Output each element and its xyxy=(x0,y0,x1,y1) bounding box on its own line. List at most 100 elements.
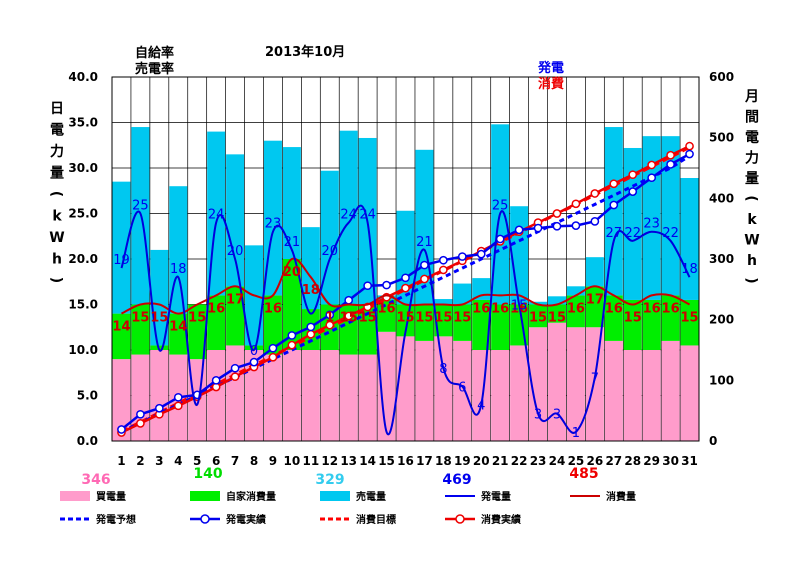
legend-swatch xyxy=(60,491,90,501)
consumption-actual-marker xyxy=(647,160,657,170)
purchase-bar xyxy=(263,354,282,441)
purchase-bar xyxy=(661,340,680,441)
consumption-data-label: 15 xyxy=(548,311,566,326)
x-tick-label: 14 xyxy=(359,454,376,468)
generation-actual-marker xyxy=(325,310,335,320)
left-axis-char: ) xyxy=(48,277,64,283)
purchase-bar xyxy=(491,350,510,441)
legend-label: 消費目標 xyxy=(356,513,396,526)
generation-actual-marker xyxy=(363,281,372,291)
y-tick-label: 5.0 xyxy=(77,389,98,403)
x-tick-label: 10 xyxy=(284,454,301,468)
generation-data-label: 20 xyxy=(321,244,338,259)
legend-label: 発電量 xyxy=(480,490,511,503)
legend-item: 発電量 xyxy=(445,490,511,503)
sold-bar xyxy=(396,210,415,305)
generation-data-label: 1 xyxy=(572,426,580,441)
purchase-bar xyxy=(112,359,131,441)
consumption-data-label: 17 xyxy=(226,292,244,307)
daily-consumption-line xyxy=(121,257,690,315)
generation-data-label: 7 xyxy=(591,371,599,386)
purchase-bar xyxy=(131,354,150,441)
y-tick-label: 15.0 xyxy=(68,298,98,312)
self-consumption-bar xyxy=(169,313,188,355)
self-consumption-bar xyxy=(188,304,207,360)
x-tick-label: 16 xyxy=(397,454,414,468)
purchase-bar xyxy=(358,354,377,441)
sold-bar xyxy=(623,147,642,300)
sold-bar xyxy=(112,181,131,314)
consumption-data-label: 16 xyxy=(567,301,585,316)
consumption-data-label: 15 xyxy=(434,311,452,326)
x-tick-label: 26 xyxy=(587,454,604,468)
consumption-data-label: 15 xyxy=(415,311,433,326)
consumption-data-label: 16 xyxy=(207,301,225,316)
consumption-data-label: 15 xyxy=(131,311,149,326)
right-axis-char: 力 xyxy=(745,150,759,167)
generation-actual-marker xyxy=(476,249,486,259)
legend-label: 発電実績 xyxy=(225,513,266,526)
y-tick-label: 30.0 xyxy=(68,161,98,175)
sold-bar xyxy=(453,283,472,305)
generation-forecast-line xyxy=(120,154,691,434)
legend-marker xyxy=(455,514,465,524)
generation-actual-marker xyxy=(457,252,467,261)
x-tick-label: 27 xyxy=(605,454,622,468)
x-tick-label: 2 xyxy=(136,454,144,468)
x-tick-label: 12 xyxy=(321,454,338,468)
x-tick-label: 15 xyxy=(378,454,395,468)
purchase-bar xyxy=(623,350,642,441)
legend-item: 自家消費量 xyxy=(190,490,276,503)
sold-bar xyxy=(642,136,661,300)
y-tick-label: 25.0 xyxy=(68,207,98,221)
sold-bar xyxy=(226,154,245,287)
consumption-data-label: 1 xyxy=(325,311,334,326)
consumption-data-label: 16 xyxy=(662,301,680,316)
y-tick-label: 10.0 xyxy=(68,343,98,357)
generation-actual-marker xyxy=(666,160,675,169)
generation-actual-marker xyxy=(230,363,240,373)
consumption-actual-marker xyxy=(268,352,278,362)
consumption-data-label: 16 xyxy=(472,301,490,316)
self-consumption-bar xyxy=(112,313,131,360)
right-axis-char: 月 xyxy=(744,89,759,105)
consumption-actual-marker xyxy=(344,311,354,321)
consumption-data-label: 15 xyxy=(188,311,206,326)
consumption-actual-marker xyxy=(136,419,145,428)
generation-data-label: 23 xyxy=(265,217,282,232)
purchase-bar xyxy=(453,340,472,441)
legend-label: 売電量 xyxy=(356,490,386,503)
purchase-bar xyxy=(434,336,453,441)
generation-data-label: 22 xyxy=(624,226,641,241)
x-tick-label: 13 xyxy=(340,454,357,468)
sales-rate-label: 売電率 xyxy=(135,61,174,77)
self-consumption-bar xyxy=(529,304,548,328)
generation-data-label: 0 xyxy=(250,344,258,359)
sold-bar xyxy=(547,296,566,305)
x-tick-label: 6 xyxy=(212,454,220,468)
generation-data-label: 21 xyxy=(416,235,433,250)
self-consumption-bar xyxy=(282,259,301,350)
self-consumption-bar xyxy=(453,304,472,341)
right-axis-char: ( xyxy=(743,195,759,201)
x-tick-label: 30 xyxy=(662,454,679,468)
sold-bar xyxy=(661,136,680,296)
x-tick-label: 24 xyxy=(549,454,566,468)
self-consumption-bar xyxy=(207,295,226,350)
generation-data-label: 27 xyxy=(606,226,623,241)
consumption-data-label: 16 xyxy=(264,301,282,316)
consumption-actual-marker xyxy=(230,372,240,382)
self-consumption-bar xyxy=(434,304,453,337)
purchase-bar xyxy=(207,350,226,441)
generation-data-label: 22 xyxy=(662,226,679,241)
legend-item: 売電量 xyxy=(320,490,386,503)
generation-actual-marker xyxy=(117,425,126,434)
sold-bar xyxy=(434,299,453,305)
x-tick-label: 8 xyxy=(250,454,258,468)
sold-bar xyxy=(585,257,604,287)
generation-actual-marker xyxy=(685,149,694,159)
generation-data-label: 4 xyxy=(477,399,485,414)
y2-tick-label: 100 xyxy=(709,373,734,387)
generation-data-label: 24 xyxy=(359,208,376,223)
